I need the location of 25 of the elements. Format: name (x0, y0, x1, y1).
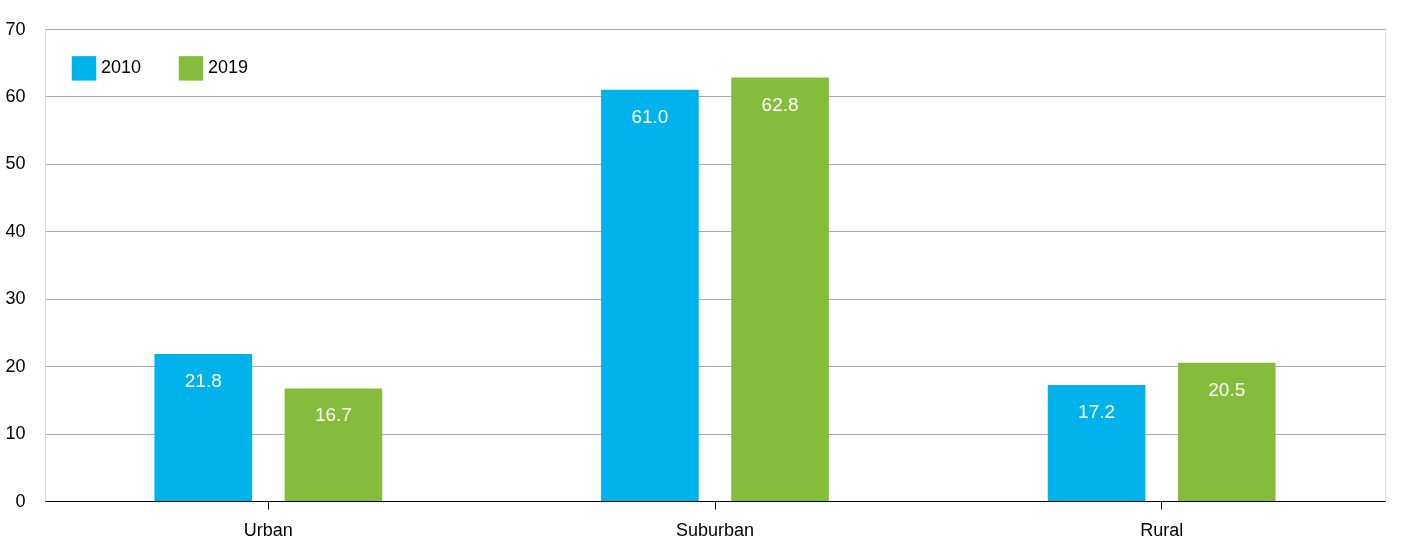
data-label: 17.2 (1078, 401, 1116, 423)
y-tick-label: 70 (5, 18, 26, 39)
y-tick-label: 20 (5, 355, 26, 376)
legend-label: 2019 (208, 57, 249, 78)
x-tick-label: Rural (1140, 519, 1184, 540)
bar (154, 354, 253, 501)
y-tick-label: 30 (5, 288, 26, 309)
data-label: 21.8 (184, 370, 222, 392)
legend-label: 2010 (101, 57, 142, 78)
y-tick-label: 40 (5, 220, 26, 241)
bar (284, 388, 383, 501)
data-label: 62.8 (761, 93, 799, 115)
y-tick-label: 10 (5, 423, 26, 444)
data-label: 61.0 (631, 105, 669, 127)
bar (1047, 385, 1146, 501)
data-label: 20.5 (1208, 378, 1246, 400)
y-tick-label: 0 (15, 490, 26, 511)
x-tick-label: Urban (243, 519, 293, 540)
bar (1177, 362, 1276, 501)
y-tick-label: 50 (5, 153, 26, 174)
bar (601, 89, 699, 501)
y-tick-label: 60 (5, 85, 26, 106)
x-tick-label: Suburban (675, 519, 755, 540)
data-label: 16.7 (314, 404, 352, 426)
bar (731, 77, 829, 501)
